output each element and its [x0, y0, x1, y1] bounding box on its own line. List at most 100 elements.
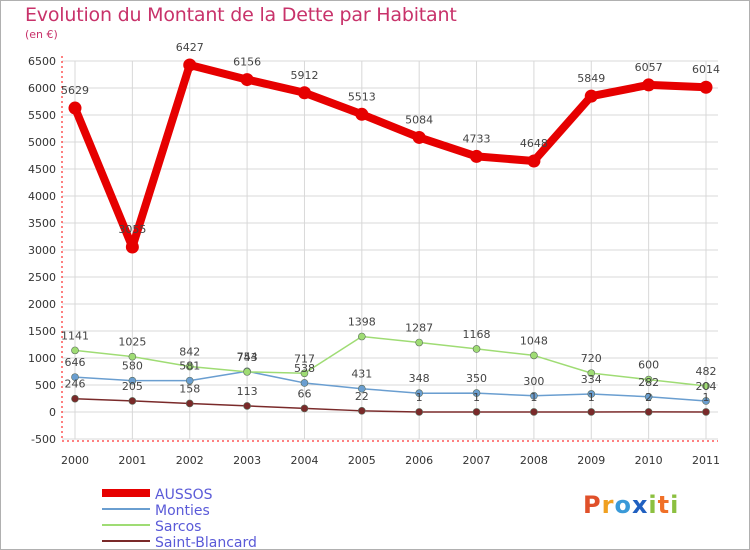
data-point-saint-blancard	[587, 408, 596, 416]
data-label-monties: 282	[638, 376, 659, 389]
data-point-aussos	[527, 154, 541, 168]
data-point-monties	[415, 389, 423, 398]
y-tick-label: 3000	[28, 244, 56, 257]
data-label-monties: 646	[65, 356, 86, 369]
data-point-saint-blancard	[243, 402, 251, 410]
x-tick-label: 2000	[61, 454, 89, 467]
x-tick-label: 2006	[405, 454, 433, 467]
data-point-sarcos	[415, 338, 423, 347]
data-point-monties	[472, 389, 481, 397]
data-label-sarcos: 743	[237, 351, 258, 364]
data-label-aussos: 6057	[635, 61, 663, 74]
data-point-saint-blancard	[472, 408, 481, 416]
proxiti-logo: Proxiti	[583, 491, 680, 519]
y-tick-label: 2500	[28, 271, 56, 284]
legend-label-sarcos: Sarcos	[155, 519, 201, 535]
data-point-monties	[185, 376, 194, 385]
series-line-monties	[74, 370, 707, 402]
data-point-sarcos	[71, 346, 79, 355]
data-point-aussos	[470, 149, 484, 163]
data-label-aussos: 4733	[463, 132, 491, 145]
data-label-sarcos: 717	[294, 352, 315, 365]
y-tick-label: 2000	[28, 298, 56, 311]
data-point-saint-blancard	[128, 397, 137, 405]
data-label-monties: 350	[466, 372, 487, 385]
x-tick-label: 2009	[577, 454, 605, 467]
data-label-sarcos: 1048	[520, 334, 548, 347]
y-tick-label: -500	[31, 433, 56, 446]
data-label-monties: 348	[409, 372, 430, 385]
data-point-aussos	[642, 78, 656, 92]
data-point-monties	[71, 373, 79, 381]
data-label-sarcos: 1025	[118, 336, 146, 349]
data-point-aussos	[125, 240, 139, 254]
legend-label-aussos: AUSSOS	[155, 487, 213, 503]
data-point-saint-blancard	[702, 408, 710, 416]
y-tick-label: 4000	[28, 190, 56, 203]
x-tick-label: 2001	[118, 454, 146, 467]
data-point-saint-blancard	[644, 408, 653, 416]
y-tick-label: 6500	[28, 55, 56, 68]
data-label-monties: 538	[294, 362, 315, 375]
data-point-aussos	[584, 89, 598, 103]
data-point-saint-blancard	[415, 408, 423, 416]
x-tick-label: 2010	[635, 454, 663, 467]
y-tick-label: 500	[35, 379, 56, 392]
data-label-saint-blancard: 1	[530, 391, 537, 404]
data-point-saint-blancard	[300, 404, 309, 413]
data-label-sarcos: 1141	[61, 329, 89, 342]
data-point-monties	[702, 397, 710, 405]
data-label-sarcos: 1398	[348, 316, 376, 329]
data-point-sarcos	[530, 351, 538, 360]
data-point-saint-blancard	[358, 407, 366, 415]
x-tick-label: 2002	[176, 454, 204, 467]
data-label-sarcos: 842	[179, 346, 200, 359]
data-label-saint-blancard: 1	[588, 391, 595, 404]
x-tick-label: 2007	[463, 454, 491, 467]
data-label-sarcos: 482	[696, 365, 717, 378]
data-point-aussos	[355, 107, 369, 121]
data-point-sarcos	[644, 375, 653, 384]
data-label-aussos: 5513	[348, 90, 376, 103]
x-tick-label: 2011	[692, 454, 720, 467]
data-label-aussos: 5849	[577, 72, 605, 85]
data-point-saint-blancard	[530, 408, 538, 416]
data-label-monties: 431	[351, 368, 372, 381]
series-line-sarcos	[74, 335, 707, 387]
data-point-sarcos	[128, 352, 137, 361]
series-line-aussos	[71, 60, 707, 252]
x-tick-label: 2003	[233, 454, 261, 467]
data-label-saint-blancard: 1	[703, 391, 710, 404]
data-point-saint-blancard	[185, 399, 194, 408]
data-label-saint-blancard: 205	[122, 380, 143, 393]
data-point-saint-blancard	[71, 394, 79, 403]
data-label-sarcos: 600	[638, 359, 659, 372]
data-point-monties	[644, 392, 653, 401]
data-label-aussos: 5629	[61, 84, 89, 97]
data-label-saint-blancard: 2	[645, 391, 652, 404]
y-tick-label: 4500	[28, 163, 56, 176]
data-label-saint-blancard: 158	[179, 382, 200, 395]
data-point-aussos	[183, 58, 197, 72]
data-point-monties	[358, 384, 366, 393]
data-label-aussos: 6156	[233, 56, 261, 69]
data-label-saint-blancard: 66	[297, 387, 311, 400]
data-point-monties	[530, 391, 538, 400]
data-label-sarcos: 1287	[405, 322, 433, 335]
data-point-monties	[300, 379, 309, 387]
y-tick-label: 5500	[28, 109, 56, 122]
x-tick-label: 2008	[520, 454, 548, 467]
data-label-saint-blancard: 22	[355, 390, 369, 403]
data-label-aussos: 5084	[405, 113, 433, 126]
data-label-aussos: 3055	[118, 223, 146, 236]
y-tick-label: 1500	[28, 325, 56, 338]
data-point-sarcos	[243, 368, 251, 376]
x-tick-label: 2005	[348, 454, 376, 467]
data-label-saint-blancard: 1	[473, 391, 480, 404]
y-tick-label: 0	[49, 406, 56, 419]
data-label-monties: 204	[696, 380, 717, 393]
chart-title: Evolution du Montant de la Dette par Hab…	[25, 4, 457, 26]
data-point-aussos	[412, 130, 426, 144]
data-point-sarcos	[702, 382, 710, 390]
legend-label-saint-blancard: Saint-Blancard	[155, 535, 257, 550]
